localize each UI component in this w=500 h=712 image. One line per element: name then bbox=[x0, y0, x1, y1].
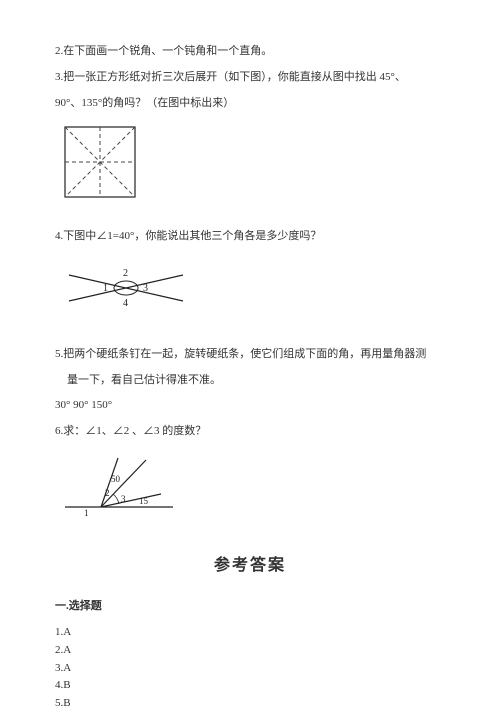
answer-5: 5.B bbox=[55, 695, 445, 712]
problem-5-c: 30° 90° 150° bbox=[55, 396, 445, 416]
problem-3-b: 90°、135°的角吗？（在图中标出来） bbox=[55, 94, 445, 114]
figure-square-folds bbox=[61, 123, 445, 209]
problem-3: 3.把一张正方形纸对折三次后展开（如下图），你能直接从图中找出 45°、 bbox=[55, 68, 445, 88]
label-50: 50 bbox=[111, 474, 121, 484]
problem-5-text-1: 5.把两个硬纸条钉在一起，旋转硬纸条，使它们组成下面的角，再用量角器测 bbox=[55, 348, 426, 360]
answer-2: 2.A bbox=[55, 642, 445, 660]
answer-4: 4.B bbox=[55, 677, 445, 695]
problem-4-text: 4.下图中∠1=40°，你能说出其他三个角各是多少度吗？ bbox=[55, 230, 321, 242]
figure-cross-angles: 2 1 3 4 bbox=[61, 257, 445, 327]
answer-3: 3.A bbox=[55, 660, 445, 678]
label-1: 1 bbox=[103, 283, 108, 294]
problem-6: 6.求：∠1、∠2 、∠3 的度数？ bbox=[55, 422, 445, 442]
label-a2: 2 bbox=[105, 488, 110, 498]
label-a3: 3 bbox=[121, 494, 126, 504]
problem-4: 4.下图中∠1=40°，你能说出其他三个角各是多少度吗？ bbox=[55, 227, 445, 247]
cross-angles-svg: 2 1 3 4 bbox=[61, 257, 191, 319]
problem-3-text-1: 3.把一张正方形纸对折三次后展开（如下图），你能直接从图中找出 45°、 bbox=[55, 71, 406, 83]
square-svg bbox=[61, 123, 139, 201]
section-head: 一.选择题 bbox=[55, 597, 445, 617]
problem-5-text-2: 量一下，看自己估计得准不准。 bbox=[67, 374, 221, 386]
problem-3-text-2: 90°、135°的角吗？（在图中标出来） bbox=[55, 97, 234, 109]
label-2: 2 bbox=[123, 268, 128, 279]
problem-6-text: 6.求：∠1、∠2 、∠3 的度数？ bbox=[55, 425, 206, 437]
problem-5: 5.把两个硬纸条钉在一起，旋转硬纸条，使它们组成下面的角，再用量角器测 bbox=[55, 345, 445, 365]
label-15: 15 bbox=[139, 496, 149, 506]
answer-1: 1.A bbox=[55, 624, 445, 642]
problem-5-values: 30° 90° 150° bbox=[55, 399, 112, 411]
label-4: 4 bbox=[123, 298, 128, 309]
problem-2: 2.在下面画一个锐角、一个钝角和一个直角。 bbox=[55, 42, 445, 62]
figure-angle-find: 50 2 3 15 1 bbox=[61, 452, 445, 530]
problem-5-b: 量一下，看自己估计得准不准。 bbox=[55, 371, 445, 391]
angle-find-svg: 50 2 3 15 1 bbox=[61, 452, 181, 522]
answer-title: 参考答案 bbox=[55, 552, 445, 581]
label-a1: 1 bbox=[84, 508, 89, 518]
problem-2-text: 2.在下面画一个锐角、一个钝角和一个直角。 bbox=[55, 45, 272, 57]
label-3: 3 bbox=[143, 283, 148, 294]
